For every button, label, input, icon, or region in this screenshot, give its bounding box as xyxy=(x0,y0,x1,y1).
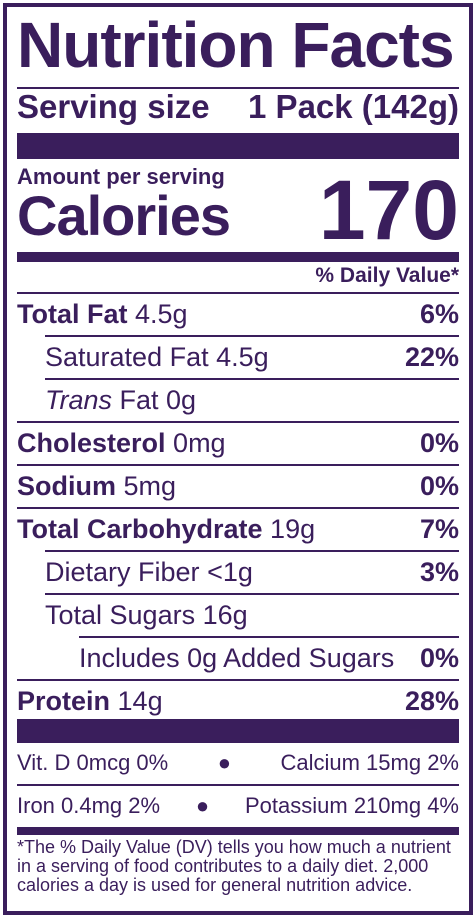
divider-thin xyxy=(17,87,459,89)
nutrient-row-total-carbohydrate: Total Carbohydrate 19g 7% xyxy=(17,509,459,549)
divider-thin xyxy=(17,292,459,294)
daily-value-header: % Daily Value* xyxy=(315,264,459,287)
vitamin-left: Vit. D 0mcg 0% xyxy=(17,750,169,775)
nutrient-name: Includes 0g Added Sugars xyxy=(79,642,395,673)
nutrient-dv: 0% xyxy=(419,642,459,673)
nutrient-row-protein: Protein 14g 28% xyxy=(17,681,459,721)
vitamin-row: Vit. D 0mcg 0% ● Calcium 15mg 2% xyxy=(17,743,459,783)
nutrient-name: Cholesterol xyxy=(17,427,166,458)
nutrient-dv: 22% xyxy=(404,341,459,372)
nutrient-row-saturated-fat: Saturated Fat 4.5g 22% xyxy=(45,337,459,377)
nutrient-amount: <1g xyxy=(207,556,253,587)
nutrient-name: Dietary Fiber xyxy=(45,556,200,587)
vitamin-left: Iron 0.4mg 2% xyxy=(17,793,161,818)
vitamin-right: Potassium 210mg 4% xyxy=(245,793,459,818)
nutrient-dv: 0% xyxy=(419,470,459,501)
divider-thin xyxy=(45,550,459,552)
nutrient-name: Protein xyxy=(17,685,111,716)
divider-thin xyxy=(17,679,459,681)
nutrient-row-total-sugars: Total Sugars 16g xyxy=(45,595,459,635)
vitamin-row: Iron 0.4mg 2% ● Potassium 210mg 4% xyxy=(17,786,459,826)
serving-size-value: 1 Pack (142g) xyxy=(248,88,459,125)
bullet-icon: ● xyxy=(195,793,210,818)
nutrient-name: Saturated Fat xyxy=(45,341,209,372)
footnote: *The % Daily Value (DV) tells you how mu… xyxy=(17,837,451,895)
divider-medium xyxy=(17,827,459,835)
nutrient-dv: 3% xyxy=(419,556,459,587)
calories-value: 170 xyxy=(318,163,459,257)
nutrient-name: Trans xyxy=(45,384,113,415)
nutrient-amount: 5mg xyxy=(123,470,177,501)
nutrient-name: Total Fat xyxy=(17,298,128,329)
divider-thick xyxy=(17,133,459,159)
nutrient-amount: 19g xyxy=(270,513,316,544)
nutrient-name: Sodium xyxy=(17,470,116,501)
vitamin-right: Calcium 15mg 2% xyxy=(280,750,459,775)
nutrition-facts-label: Nutrition Facts Serving size 1 Pack (142… xyxy=(3,3,473,915)
divider-thin xyxy=(17,464,459,466)
divider-thin xyxy=(45,593,459,595)
label-title: Nutrition Facts xyxy=(17,9,455,81)
nutrient-row-dietary-fiber: Dietary Fiber <1g 3% xyxy=(45,552,459,592)
divider-thin xyxy=(79,636,459,638)
nutrient-dv: 6% xyxy=(419,298,459,329)
nutrient-amount: 4.5g xyxy=(216,341,269,372)
nutrient-name: Total Carbohydrate xyxy=(17,513,263,544)
divider-thin xyxy=(45,378,459,380)
divider-medium xyxy=(17,252,459,262)
divider-thin xyxy=(17,507,459,509)
divider-thin xyxy=(17,784,459,786)
nutrient-row-added-sugars: Includes 0g Added Sugars 0% xyxy=(79,638,459,678)
nutrient-amount: 14g xyxy=(117,685,163,716)
nutrient-row-trans-fat: Trans Fat 0g xyxy=(45,380,459,420)
nutrient-row-total-fat: Total Fat 4.5g 6% xyxy=(17,294,459,334)
serving-size-label: Serving size xyxy=(17,88,210,125)
nutrient-name: Total Sugars xyxy=(45,599,196,630)
nutrient-amount: 16g xyxy=(202,599,248,630)
amount-per-serving: Amount per serving xyxy=(17,164,225,189)
nutrient-dv: 28% xyxy=(404,685,459,716)
divider-thin xyxy=(17,421,459,423)
nutrient-amount: Fat 0g xyxy=(119,384,197,415)
nutrient-row-cholesterol: Cholesterol 0mg 0% xyxy=(17,423,459,463)
nutrient-row-sodium: Sodium 5mg 0% xyxy=(17,466,459,506)
nutrient-dv: 7% xyxy=(419,513,459,544)
nutrient-amount: 4.5g xyxy=(135,298,188,329)
serving-size-row: Serving size 1 Pack (142g) xyxy=(17,85,459,129)
nutrient-dv: 0% xyxy=(419,427,459,458)
divider-thin xyxy=(45,335,459,337)
calories-label: Calories xyxy=(17,184,231,247)
nutrient-amount: 0mg xyxy=(173,427,226,458)
bullet-icon: ● xyxy=(217,750,231,775)
divider-thick xyxy=(17,719,459,743)
